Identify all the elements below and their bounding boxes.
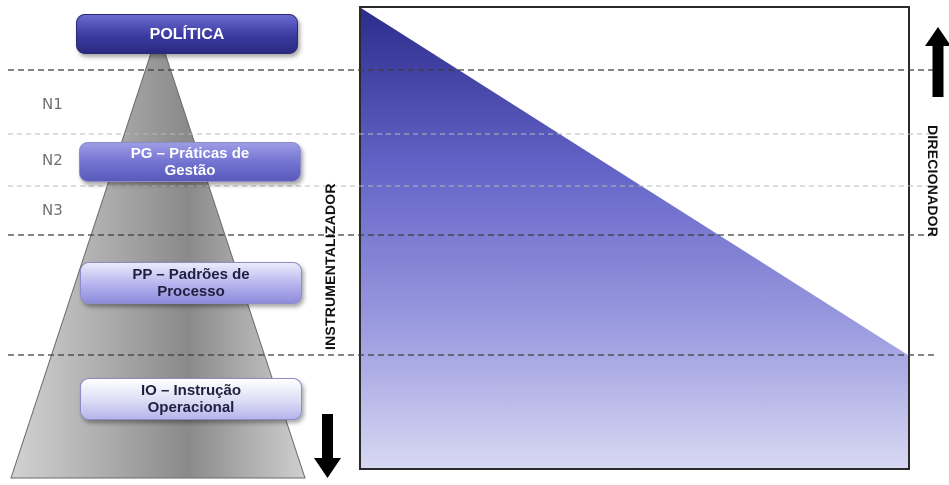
zone-label-n1: N1 xyxy=(42,95,63,113)
box-praticas-gestao: PG – Práticas de Gestão xyxy=(79,142,301,182)
direction-triangle xyxy=(361,8,908,468)
box-instrucao-operacional: IO – Instrução Operacional xyxy=(80,378,302,420)
up-arrow-icon xyxy=(925,27,949,97)
direcionador-label: DIRECIONADOR xyxy=(925,125,941,238)
zone-label-n2: N2 xyxy=(42,151,63,169)
box-politica: POLÍTICA xyxy=(76,14,298,54)
box-politica-label: POLÍTICA xyxy=(149,25,225,43)
box-padroes-processo: PP – Padrões de Processo xyxy=(80,262,302,304)
box-praticas-gestao-label: PG – Práticas de Gestão xyxy=(130,145,250,179)
box-instrucao-operacional-label: IO – Instrução Operacional xyxy=(140,382,242,416)
level-separators xyxy=(8,69,935,356)
zone-separators xyxy=(8,133,935,187)
down-arrow-icon xyxy=(314,414,341,478)
instrumentalizador-label: INSTRUMENTALIZADOR xyxy=(322,183,338,350)
zone-label-n3: N3 xyxy=(42,201,63,219)
box-padroes-processo-label: PP – Padrões de Processo xyxy=(132,266,250,300)
